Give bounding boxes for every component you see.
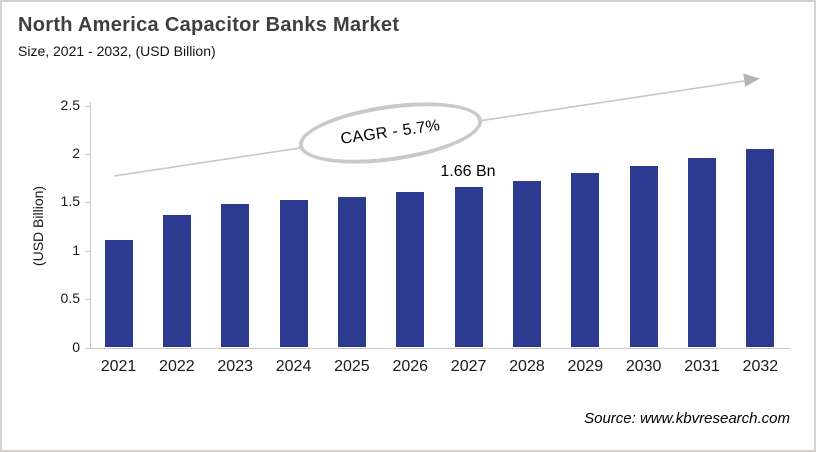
y-tick-label: 2 [72, 144, 80, 161]
cagr-label: CAGR - 5.7% [339, 117, 442, 148]
y-tick [85, 250, 90, 252]
x-axis-label-2031: 2031 [684, 358, 720, 375]
bar-2027 [454, 186, 483, 348]
y-tick-label: 2.5 [60, 96, 80, 113]
bar-2024 [279, 200, 308, 348]
x-axis-label-2028: 2028 [509, 358, 545, 375]
bar-2023 [221, 204, 250, 348]
bar-2021 [104, 240, 133, 348]
x-axis-label-2029: 2029 [567, 358, 604, 375]
y-tick [85, 347, 90, 349]
x-axis-label-2023: 2023 [217, 358, 253, 375]
x-axis-label-2032: 2032 [742, 358, 779, 375]
bar-2025 [337, 197, 366, 348]
bar-2028 [512, 181, 541, 348]
y-tick-label: 1 [72, 241, 80, 258]
x-axis-label-2030: 2030 [625, 358, 662, 375]
data-label-2027: 1.66 Bn [440, 163, 496, 180]
x-axis-label-2024: 2024 [275, 358, 312, 375]
bar-2029 [571, 173, 600, 348]
x-axis-label-2026: 2026 [392, 358, 429, 375]
bar-2031 [688, 157, 716, 348]
x-axis-label-2027: 2027 [450, 358, 487, 375]
bar-2026 [396, 191, 425, 348]
x-axis-label-2025: 2025 [334, 358, 370, 375]
x-axis-label-2021: 2021 [100, 358, 137, 375]
chart-subtitle: Size, 2021 - 2032, (USD Billion) [18, 43, 216, 59]
y-tick [85, 105, 90, 107]
source-note: Source: www.kbvresearch.com [584, 410, 790, 427]
x-axis [86, 348, 790, 349]
chart-title: North America Capacitor Banks Market [18, 14, 400, 36]
y-tick-label: 0 [72, 338, 80, 355]
y-axis [90, 102, 91, 348]
bar-2022 [162, 214, 191, 348]
y-tick-label: 1.5 [60, 193, 80, 210]
bar-2032 [746, 149, 775, 348]
y-tick-label: 0.5 [60, 290, 80, 307]
x-axis-label-2022: 2022 [159, 358, 195, 375]
bar-2030 [629, 165, 658, 348]
y-tick [85, 202, 90, 204]
cagr-badge: CAGR - 5.7% [295, 92, 486, 174]
y-tick [85, 153, 90, 155]
y-tick [85, 299, 90, 301]
